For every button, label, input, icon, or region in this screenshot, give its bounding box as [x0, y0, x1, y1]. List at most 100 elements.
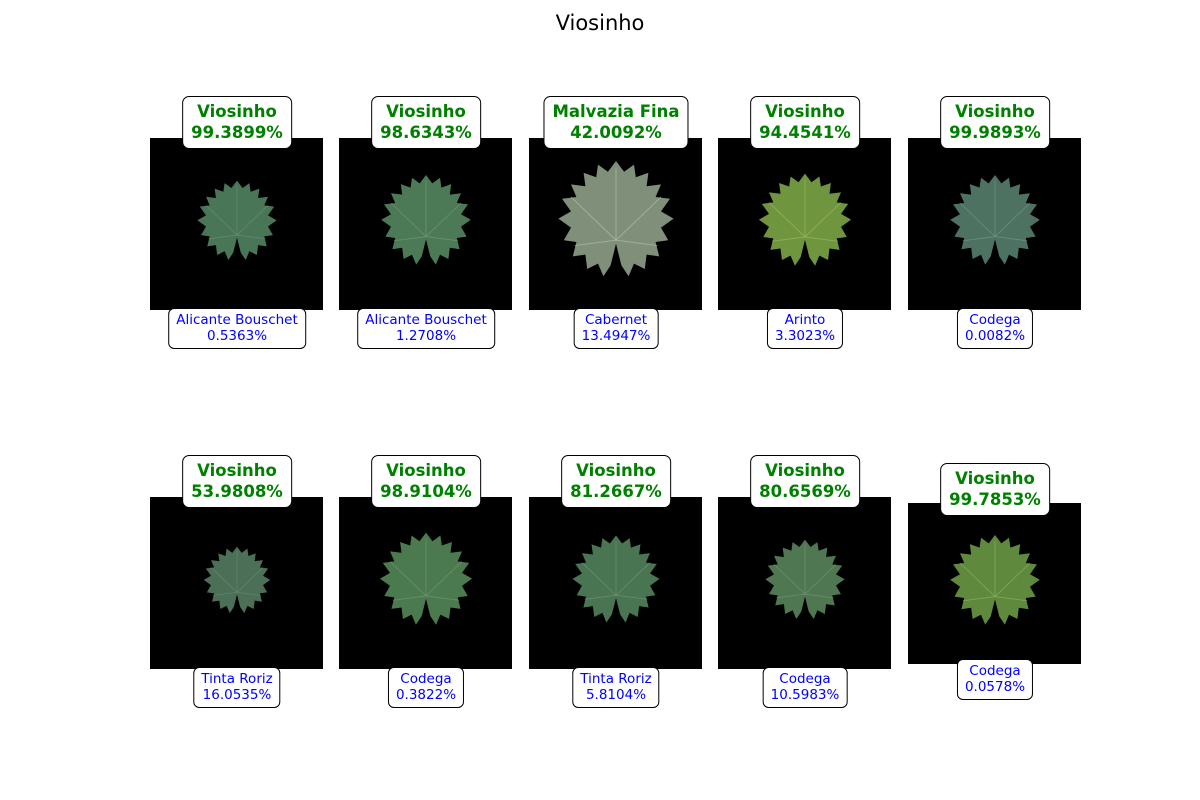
leaf-image: [150, 138, 323, 310]
leaf-vein: [615, 196, 661, 241]
leaf-vein: [425, 202, 461, 237]
leaf-vein: [615, 594, 647, 600]
top-prediction-label: Viosinho 53.9808%: [182, 455, 292, 508]
top-class: Viosinho: [576, 461, 656, 480]
leaf-vein: [804, 593, 834, 599]
leaf-image: [908, 138, 1081, 310]
leaf-image: [718, 138, 891, 310]
second-prediction-label: Alicante Bouschet 1.2708%: [357, 308, 495, 349]
leaf-vein: [205, 205, 237, 236]
second-percent: 1.2708%: [395, 328, 457, 344]
leaf-image: [529, 497, 702, 669]
grape-leaf-icon: [764, 539, 845, 619]
leaf-vein: [962, 595, 995, 601]
leaf-vein: [574, 239, 616, 247]
leaf-image: [339, 138, 512, 310]
top-prediction-label: Viosinho 98.9104%: [371, 455, 481, 508]
leaf-vein: [236, 205, 268, 236]
leaf-vein: [425, 561, 462, 597]
top-prediction-label: Viosinho 80.6569%: [750, 455, 860, 508]
leaf-vein: [994, 236, 1027, 242]
leaf-vein: [773, 564, 805, 595]
leaf-vein: [425, 236, 458, 242]
second-prediction-label: Alicante Bouschet 0.5363%: [168, 308, 306, 349]
grape-leaf-icon: [949, 534, 1040, 625]
grape-leaf-icon: [196, 180, 277, 260]
top-percent: 81.2667%: [570, 482, 662, 501]
leaf-vein: [615, 239, 657, 247]
leaf-vein: [994, 202, 1030, 237]
second-percent: 0.0082%: [964, 328, 1026, 344]
second-class: Codega: [969, 312, 1021, 328]
leaf-image: [529, 138, 702, 310]
second-class: Tinta Roriz: [201, 671, 273, 687]
grape-leaf-icon: [571, 535, 660, 623]
leaf-vein: [804, 564, 836, 595]
second-class: Codega: [779, 671, 831, 687]
leaf-vein: [959, 562, 995, 597]
top-prediction-label: Viosinho 99.9893%: [940, 96, 1050, 149]
second-percent: 10.5983%: [770, 687, 840, 703]
leaf-vein: [393, 236, 426, 242]
top-class: Viosinho: [765, 461, 845, 480]
top-percent: 99.9893%: [949, 123, 1041, 142]
second-class: Codega: [969, 663, 1021, 679]
second-percent: 0.0578%: [964, 679, 1026, 695]
leaf-vein: [804, 202, 841, 238]
top-prediction-label: Malvazia Fina 42.0092%: [543, 96, 689, 149]
top-percent: 98.9104%: [380, 482, 472, 501]
grape-leaf-icon: [379, 532, 472, 625]
leaf-vein: [775, 593, 805, 599]
second-class: Alicante Bouschet: [365, 312, 487, 328]
leaf-vein: [771, 236, 805, 242]
top-class: Viosinho: [955, 469, 1035, 488]
grape-leaf-icon: [949, 175, 1040, 265]
second-prediction-label: Codega 10.5983%: [762, 667, 848, 708]
second-class: Cabernet: [584, 312, 648, 328]
second-class: Arinto: [784, 312, 826, 328]
top-class: Viosinho: [197, 461, 277, 480]
leaf-vein: [425, 595, 459, 601]
leaf-vein: [581, 562, 616, 596]
top-class: Malvazia Fina: [552, 102, 680, 121]
leaf-image: [718, 497, 891, 669]
top-prediction-label: Viosinho 99.7853%: [940, 463, 1050, 516]
second-percent: 5.8104%: [585, 687, 647, 703]
grape-leaf-icon: [203, 546, 270, 614]
leaf-vein: [994, 562, 1030, 597]
grape-leaf-icon: [557, 161, 674, 277]
leaf-vein: [389, 561, 426, 597]
second-prediction-label: Tinta Roriz 16.0535%: [193, 667, 281, 708]
top-prediction-label: Viosinho 98.6343%: [371, 96, 481, 149]
top-percent: 99.7853%: [949, 490, 1041, 509]
figure-title: Viosinho: [555, 11, 645, 35]
second-percent: 16.0535%: [202, 687, 272, 703]
leaf-vein: [210, 567, 237, 593]
leaf-vein: [236, 234, 266, 240]
top-prediction-label: Viosinho 99.3899%: [182, 96, 292, 149]
leaf-vein: [615, 562, 650, 596]
leaf-image: [150, 497, 323, 669]
leaf-vein: [584, 594, 616, 600]
top-prediction-label: Viosinho 94.4541%: [750, 96, 860, 149]
leaf-vein: [392, 595, 426, 601]
second-prediction-label: Codega 0.0578%: [956, 659, 1034, 700]
grape-leaf-icon: [758, 173, 851, 266]
leaf-vein: [570, 196, 616, 241]
second-prediction-label: Cabernet 13.4947%: [573, 308, 659, 349]
leaf-vein: [962, 236, 995, 242]
top-percent: 53.9808%: [191, 482, 283, 501]
leaf-vein: [212, 592, 237, 596]
top-class: Viosinho: [386, 461, 466, 480]
leaf-vein: [207, 234, 237, 240]
top-prediction-label: Viosinho 81.2667%: [561, 455, 671, 508]
leaf-vein: [390, 202, 426, 237]
second-class: Codega: [400, 671, 452, 687]
leaf-vein: [768, 202, 805, 238]
top-class: Viosinho: [955, 102, 1035, 121]
top-percent: 94.4541%: [759, 123, 851, 142]
leaf-vein: [804, 236, 838, 242]
leaf-vein: [236, 567, 263, 593]
top-percent: 42.0092%: [570, 123, 662, 142]
top-percent: 80.6569%: [759, 482, 851, 501]
